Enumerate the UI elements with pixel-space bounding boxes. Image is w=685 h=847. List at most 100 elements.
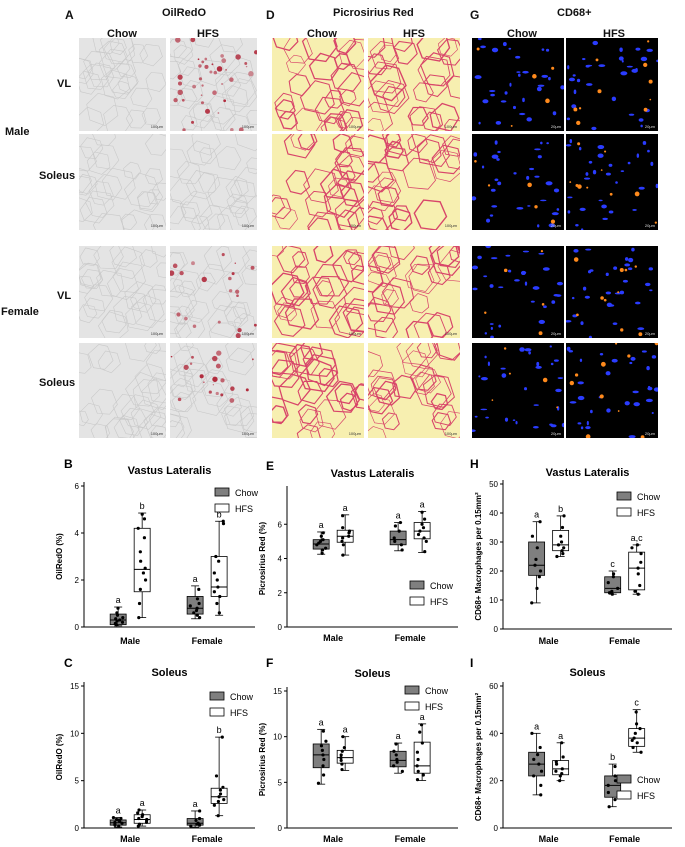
data-point-f	[339, 753, 343, 757]
y-tick-label-e: 2	[278, 589, 283, 598]
data-point-f	[415, 764, 419, 768]
row-label-male: Male	[5, 126, 30, 138]
legend-label-chow: Chow	[637, 775, 661, 785]
data-point-e	[398, 520, 403, 525]
data-point-f	[391, 764, 396, 768]
data-point-i	[554, 762, 559, 766]
data-point-e	[400, 548, 404, 552]
significance-letter-c: b	[217, 725, 222, 735]
data-point-c	[136, 811, 140, 815]
data-point-i	[539, 793, 543, 797]
scale-bar-label: 100μm	[241, 331, 254, 336]
data-point-b	[136, 526, 140, 530]
box-f-hfs	[336, 749, 354, 764]
data-point-f	[421, 773, 425, 777]
data-point-e	[399, 543, 403, 547]
y-tick-label-h: 0	[494, 625, 499, 634]
data-point-c	[141, 813, 145, 817]
data-point-h	[616, 586, 620, 591]
y-tick-label-f: 0	[278, 824, 283, 833]
data-point-b	[218, 594, 222, 599]
data-point-h	[610, 589, 614, 593]
x-tick-label-h: Male	[539, 636, 559, 646]
data-point-c	[137, 816, 141, 821]
data-point-e	[393, 539, 397, 543]
data-point-f	[418, 730, 422, 734]
data-point-h	[638, 583, 642, 588]
picro-micrograph-female-vl-chow: 100μm	[272, 246, 364, 338]
picro-micrograph-male-soleus-chow: 100μm	[272, 134, 364, 230]
chart-title-h: Vastus Lateralis	[546, 467, 630, 479]
box-f-chow	[312, 743, 330, 769]
oil-micrograph-male-soleus-hfs: 100μm	[170, 134, 257, 230]
data-point-e	[420, 522, 424, 526]
data-point-c	[218, 792, 223, 796]
scale-bar-label: 100μm	[444, 431, 457, 436]
data-point-f	[340, 767, 344, 772]
data-point-i	[630, 738, 634, 743]
data-point-h	[633, 589, 637, 593]
legend-label-hfs: HFS	[637, 791, 655, 801]
data-point-h	[636, 572, 640, 576]
data-point-e	[422, 536, 426, 540]
data-point-e	[320, 548, 325, 552]
col-header-chow-picro: Chow	[307, 28, 337, 40]
data-point-b	[188, 604, 192, 608]
data-point-b	[142, 517, 147, 521]
data-point-i	[638, 727, 642, 731]
data-point-b	[197, 587, 201, 592]
data-point-b	[137, 601, 142, 606]
significance-letter-h: a,c	[631, 533, 644, 543]
y-tick-label-c: 15	[70, 682, 79, 691]
x-tick-label-f: Female	[395, 834, 426, 844]
scale-bar-label: 100μm	[241, 223, 254, 228]
legend-swatch-hfs	[616, 790, 632, 800]
data-point-f	[321, 729, 325, 733]
significance-letter-i: a	[534, 721, 539, 731]
box-b-chow	[186, 596, 204, 615]
x-tick-label-h: Female	[609, 636, 640, 646]
significance-letter-h: a	[534, 510, 539, 520]
box-f-hfs	[413, 741, 431, 774]
data-point-c	[117, 824, 121, 828]
picrosirius-title: Picrosirius Red	[333, 7, 414, 19]
data-point-c	[120, 821, 124, 825]
data-point-h	[611, 572, 616, 576]
legend-swatch-hfs	[616, 507, 632, 517]
oilredo-title: OilRedO	[162, 7, 207, 19]
significance-letter-i: b	[610, 752, 615, 762]
legend-label-hfs: HFS	[235, 504, 253, 514]
data-point-b	[118, 618, 122, 622]
data-point-f	[420, 741, 424, 745]
data-point-h	[559, 540, 564, 544]
data-point-h	[560, 525, 565, 530]
data-point-f	[321, 764, 325, 768]
data-point-b	[115, 611, 119, 615]
box-b-hfs	[133, 527, 151, 593]
data-point-h	[635, 543, 639, 547]
legend-swatch-hfs	[209, 707, 225, 717]
panel-label-a: A	[65, 8, 74, 22]
data-point-c	[218, 788, 222, 792]
significance-letter-c: a	[140, 798, 145, 808]
data-point-f	[400, 769, 404, 773]
legend-label-hfs: HFS	[230, 708, 248, 718]
x-tick-label-i: Female	[609, 834, 640, 844]
legend-label-chow: Chow	[430, 581, 454, 591]
data-point-b	[143, 566, 147, 570]
data-point-f	[416, 757, 420, 762]
legend-label-chow: Chow	[425, 686, 449, 696]
data-point-b	[115, 619, 119, 623]
data-point-c	[137, 808, 141, 812]
data-point-h	[639, 560, 643, 564]
data-point-i	[558, 774, 562, 778]
y-tick-label-h: 40	[489, 509, 498, 518]
chart-title-b: Vastus Lateralis	[128, 465, 212, 477]
data-point-f	[339, 758, 343, 763]
legend-swatch-chow	[209, 691, 225, 701]
legend-swatch-chow	[616, 774, 632, 784]
cd68-micrograph-male-vl-chow: 20μm	[472, 38, 564, 131]
x-tick-label-e: Male	[323, 633, 343, 643]
picro-micrograph-male-soleus-hfs: 100μm	[368, 134, 460, 230]
y-tick-label-c: 10	[70, 729, 79, 738]
